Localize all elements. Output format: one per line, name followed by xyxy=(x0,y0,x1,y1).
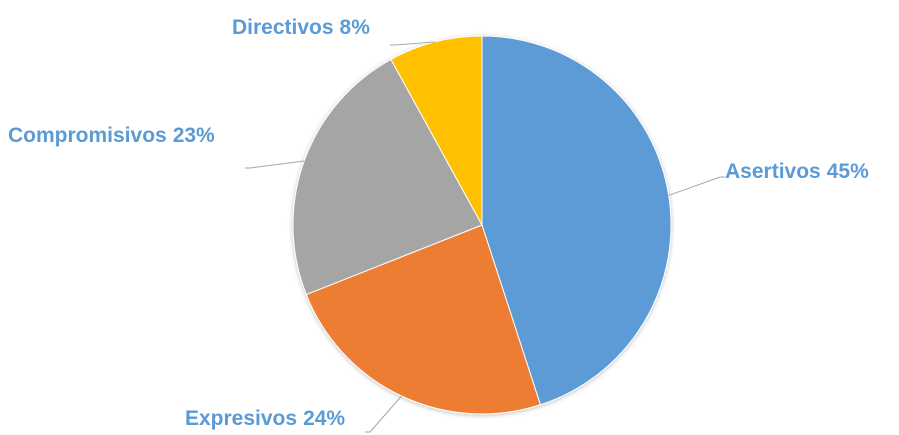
pie-slice xyxy=(390,35,483,226)
pie-slice xyxy=(305,224,542,415)
data-label: Expresivos 24% xyxy=(185,407,345,430)
value-label: 45% xyxy=(827,160,869,183)
pie xyxy=(292,35,672,415)
data-label: Asertivos 45% xyxy=(725,160,869,183)
category-label: Expresivos xyxy=(185,407,297,430)
value-label: 23% xyxy=(173,124,215,147)
leader-line xyxy=(390,41,436,46)
value-label: 24% xyxy=(303,407,345,430)
value-label: 8% xyxy=(340,16,371,39)
pie-slice xyxy=(481,35,672,406)
category-label: Directivos xyxy=(232,16,334,39)
category-label: Asertivos xyxy=(725,160,821,183)
leader-line xyxy=(668,176,725,196)
category-label: Compromisivos xyxy=(8,124,167,147)
leader-line xyxy=(245,160,305,169)
data-label: Directivos 8% xyxy=(232,16,370,39)
data-label: Compromisivos 23% xyxy=(8,124,215,147)
leader-line xyxy=(365,395,402,433)
